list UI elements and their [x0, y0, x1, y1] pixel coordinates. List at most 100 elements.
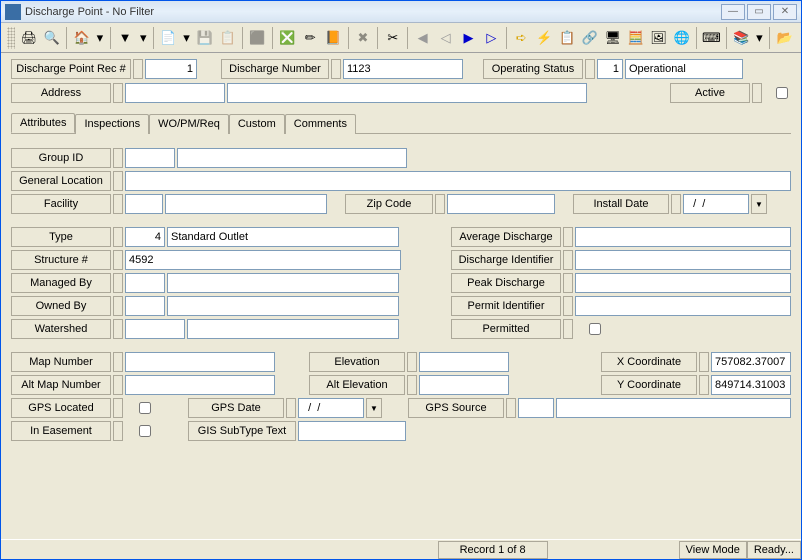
cancel-icon[interactable]: ❎ — [277, 27, 298, 49]
dropdown-icon[interactable]: ▾ — [94, 27, 105, 49]
gps-date-input[interactable] — [298, 398, 364, 418]
avg-input[interactable] — [575, 227, 791, 247]
watershed-text[interactable] — [187, 319, 399, 339]
date-dropdown-button[interactable]: ▼ — [366, 398, 382, 418]
map-input[interactable] — [125, 352, 275, 372]
print-icon[interactable]: 🖨 — [19, 27, 40, 49]
keyboard-icon[interactable]: ⌨ — [701, 27, 722, 49]
subtype-input[interactable] — [298, 421, 406, 441]
globe-icon[interactable]: 🌐 — [671, 27, 692, 49]
nub[interactable] — [113, 250, 123, 270]
search-icon[interactable]: 🔍 — [41, 27, 62, 49]
nub[interactable] — [699, 352, 709, 372]
structure-input[interactable] — [125, 250, 401, 270]
nub[interactable] — [407, 375, 417, 395]
first-icon[interactable]: ◀ — [412, 27, 433, 49]
address-input-2[interactable] — [227, 83, 587, 103]
nub[interactable] — [331, 59, 341, 79]
managed-text[interactable] — [167, 273, 399, 293]
group-id-text[interactable] — [177, 148, 407, 168]
dropdown-icon[interactable]: ▾ — [138, 27, 149, 49]
edit-icon[interactable]: ✏ — [300, 27, 321, 49]
cut-icon[interactable]: ✂ — [382, 27, 403, 49]
facility-text[interactable] — [165, 194, 327, 214]
dropdown-icon[interactable]: ▾ — [181, 27, 192, 49]
number-input[interactable] — [343, 59, 463, 79]
book-icon[interactable]: 📙 — [323, 27, 344, 49]
nub[interactable] — [506, 398, 516, 418]
tab-comments[interactable]: Comments — [285, 114, 356, 134]
watershed-code[interactable] — [125, 319, 185, 339]
type-code[interactable] — [125, 227, 165, 247]
tab-inspections[interactable]: Inspections — [75, 114, 149, 134]
nub[interactable] — [113, 398, 123, 418]
minimize-button[interactable]: — — [721, 4, 745, 20]
date-dropdown-button[interactable]: ▼ — [751, 194, 767, 214]
status-code-input[interactable] — [597, 59, 623, 79]
link-icon[interactable]: 🔗 — [579, 27, 600, 49]
books-icon[interactable]: 📚 — [731, 27, 752, 49]
nub[interactable] — [752, 83, 762, 103]
altelev-input[interactable] — [419, 375, 509, 395]
next-icon[interactable]: ▶ — [458, 27, 479, 49]
nub[interactable] — [113, 194, 123, 214]
bolt-icon[interactable]: ⚡ — [534, 27, 555, 49]
gps-source-text[interactable] — [556, 398, 791, 418]
gps-source-code[interactable] — [518, 398, 554, 418]
home-icon[interactable]: 🏠 — [71, 27, 92, 49]
nub[interactable] — [563, 319, 573, 339]
nub[interactable] — [563, 227, 573, 247]
address-input-1[interactable] — [125, 83, 225, 103]
owned-code[interactable] — [125, 296, 165, 316]
last-icon[interactable]: ▷ — [481, 27, 502, 49]
managed-code[interactable] — [125, 273, 165, 293]
did-input[interactable] — [575, 250, 791, 270]
open-icon[interactable]: 📂 — [774, 27, 795, 49]
image-icon[interactable]: 🖼 — [648, 27, 669, 49]
gen-loc-input[interactable] — [125, 171, 791, 191]
screen-icon[interactable]: 🖥 — [602, 27, 623, 49]
dropdown-icon[interactable]: ▾ — [754, 27, 765, 49]
nub[interactable] — [113, 148, 123, 168]
nub[interactable] — [113, 83, 123, 103]
tab-custom[interactable]: Custom — [229, 114, 285, 134]
save-icon[interactable]: 💾 — [194, 27, 215, 49]
prev-icon[interactable]: ◁ — [435, 27, 456, 49]
nub[interactable] — [113, 227, 123, 247]
copy-icon[interactable]: 📋 — [217, 27, 238, 49]
peak-input[interactable] — [575, 273, 791, 293]
nub[interactable] — [113, 375, 123, 395]
altmap-input[interactable] — [125, 375, 275, 395]
nub[interactable] — [407, 352, 417, 372]
group-id-code[interactable] — [125, 148, 175, 168]
nub[interactable] — [286, 398, 296, 418]
nub[interactable] — [113, 171, 123, 191]
nub[interactable] — [563, 250, 573, 270]
facility-code[interactable] — [125, 194, 163, 214]
permitted-checkbox[interactable] — [589, 323, 601, 335]
type-text[interactable] — [167, 227, 399, 247]
status-text-input[interactable] — [625, 59, 743, 79]
form-icon[interactable]: 📋 — [557, 27, 578, 49]
nub[interactable] — [563, 273, 573, 293]
nub[interactable] — [585, 59, 595, 79]
nub[interactable] — [133, 59, 143, 79]
tab-wo[interactable]: WO/PM/Req — [149, 114, 229, 134]
gps-located-checkbox[interactable] — [139, 402, 151, 414]
close-button[interactable]: ✕ — [773, 4, 797, 20]
calc-icon[interactable]: 🧮 — [625, 27, 646, 49]
nub[interactable] — [113, 352, 123, 372]
filter-icon[interactable]: ▼ — [115, 27, 136, 49]
elev-input[interactable] — [419, 352, 509, 372]
delete-icon[interactable]: ✖ — [353, 27, 374, 49]
nub[interactable] — [113, 296, 123, 316]
goto-icon[interactable]: ➪ — [511, 27, 532, 49]
y-input[interactable] — [711, 375, 791, 395]
nub[interactable] — [113, 273, 123, 293]
owned-text[interactable] — [167, 296, 399, 316]
nub[interactable] — [113, 319, 123, 339]
nub[interactable] — [113, 421, 123, 441]
install-date[interactable] — [683, 194, 749, 214]
permit-id-input[interactable] — [575, 296, 791, 316]
nub[interactable] — [563, 296, 573, 316]
